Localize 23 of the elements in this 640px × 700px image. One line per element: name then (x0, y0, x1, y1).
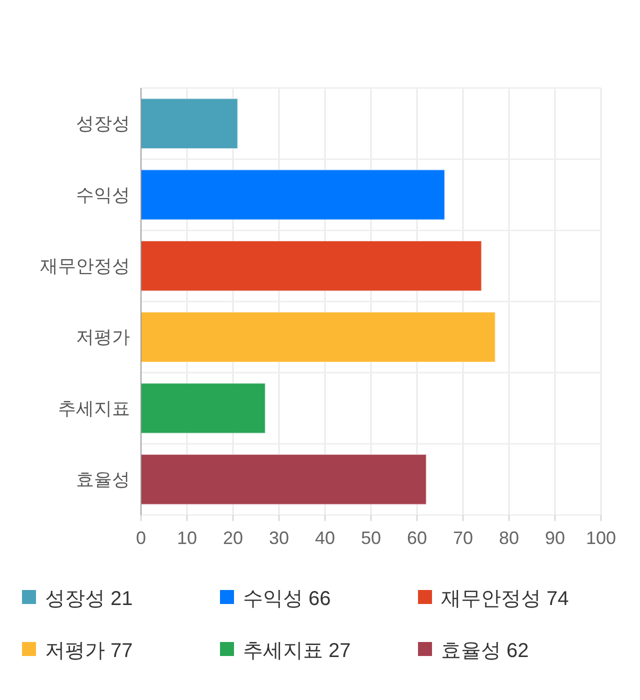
x-tick-label: 10 (176, 528, 198, 548)
y-tick-label: 효율성 (76, 469, 130, 490)
x-tick-label: 40 (314, 528, 336, 548)
y-tick-label: 성장성 (76, 114, 130, 134)
legend-label: 효율성 62 (441, 640, 529, 662)
x-tick-label: 80 (498, 528, 520, 548)
x-tick-label: 100 (586, 528, 616, 548)
y-tick-label: 추세지표 (58, 398, 130, 418)
y-tick-label: 재무안정성 (40, 256, 130, 276)
x-tick-label: 50 (360, 528, 382, 548)
x-tick-label: 70 (452, 528, 474, 548)
x-tick-label: 30 (268, 528, 290, 548)
x-tick-label: 20 (222, 528, 244, 548)
x-tick-label: 0 (136, 528, 146, 548)
legend-label: 추세지표 27 (243, 640, 351, 662)
x-tick-label: 60 (406, 528, 428, 548)
legend-label: 성장성 21 (45, 588, 133, 610)
legend-label: 수익성 66 (243, 588, 331, 610)
y-tick-label: 수익성 (76, 184, 130, 205)
y-tick-label: 저평가 (76, 327, 130, 348)
x-tick-label: 90 (544, 528, 566, 548)
legend-label: 저평가 77 (45, 640, 133, 662)
legend-label: 재무안정성 74 (441, 588, 569, 610)
